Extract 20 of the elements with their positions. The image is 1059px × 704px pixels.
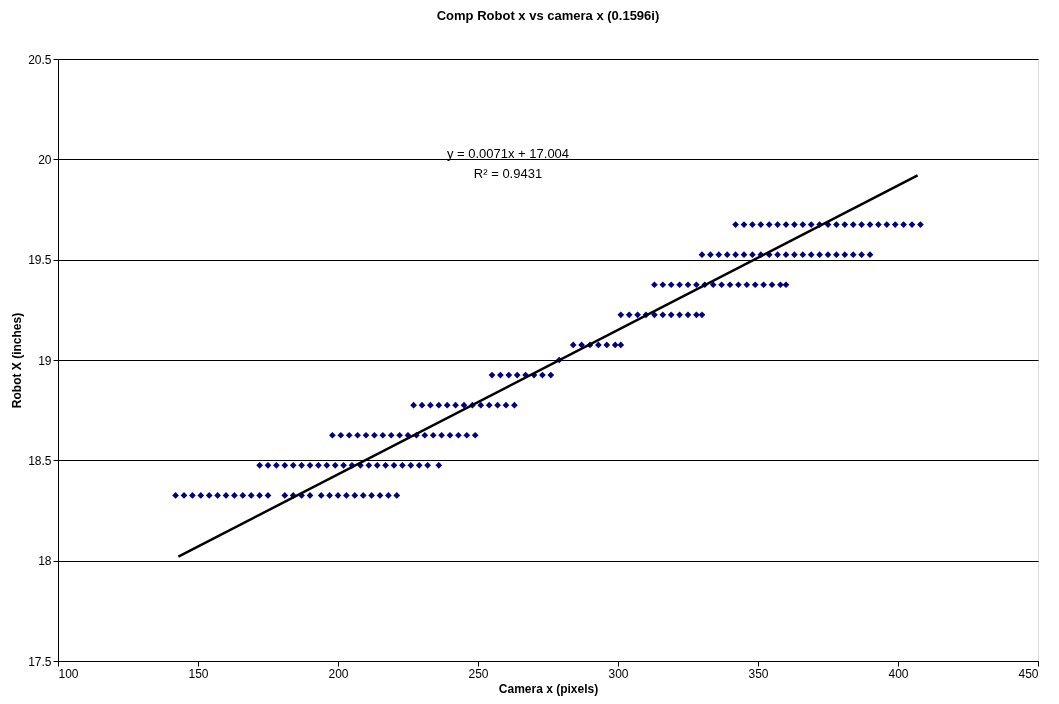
y-axis-title: Robot X (inches) <box>10 312 25 409</box>
y-tick-label: 19.5 <box>28 253 52 268</box>
y-tick-label: 17.5 <box>28 654 52 669</box>
x-tick-label: 150 <box>188 666 209 681</box>
annotation: y = 0.0071x + 17.004 <box>446 146 570 161</box>
x-tick-label: 300 <box>608 666 629 681</box>
x-tick-label: 350 <box>748 666 769 681</box>
x-tick-label: 250 <box>468 666 489 681</box>
x-tick-label: 400 <box>888 666 909 681</box>
annotation: R² = 0.9431 <box>473 166 543 181</box>
y-tick-label: 19 <box>38 353 52 368</box>
x-tick-label: 100 <box>58 666 79 681</box>
x-tick-label: 450 <box>1018 666 1039 681</box>
y-tick-label: 20 <box>38 152 52 167</box>
x-tick-label: 200 <box>328 666 349 681</box>
y-tick-label: 18 <box>38 554 52 569</box>
chart-title: Comp Robot x vs camera x (0.1596i) <box>436 8 660 23</box>
y-tick-label: 20.5 <box>28 52 52 67</box>
y-tick-label: 18.5 <box>28 453 52 468</box>
x-axis-title: Camera x (pixels) <box>498 681 599 696</box>
